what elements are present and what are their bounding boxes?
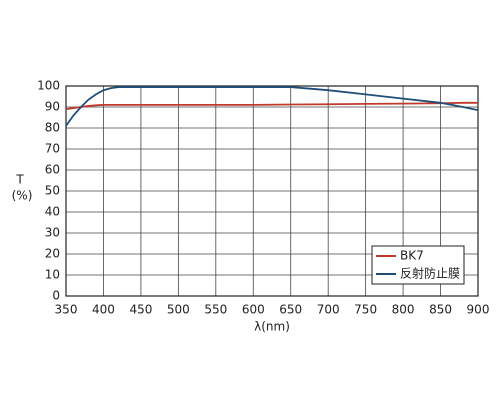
y-tick-label: 40 [45, 205, 60, 219]
x-tick-label: 800 [392, 303, 415, 317]
legend-label: BK7 [400, 249, 424, 263]
data-line [65, 101, 478, 110]
x-tick-label: 400 [92, 303, 115, 317]
legend-box [371, 245, 465, 285]
y-tick-label: 10 [45, 268, 60, 282]
y-tick-label: 60 [45, 163, 60, 177]
plot-border [65, 85, 479, 297]
y-tick-label: 90 [45, 100, 60, 114]
y-tick-label: 70 [45, 142, 60, 156]
y-tick-label: 30 [45, 226, 60, 240]
x-tick-label: 700 [317, 303, 340, 317]
y-tick-label: 50 [45, 184, 60, 198]
x-tick-label: 550 [204, 303, 227, 317]
x-axis-label: λ(nm) [254, 320, 290, 334]
x-tick-label: 350 [55, 303, 78, 317]
legend-label: 反射防止膜 [400, 266, 460, 281]
x-tick-label: 600 [242, 303, 265, 317]
x-tick-label: 500 [167, 303, 190, 317]
x-tick-label: 850 [429, 303, 452, 317]
x-tick-label: 750 [354, 303, 377, 317]
y-tick-label: 100 [37, 79, 60, 93]
x-tick-label: 650 [279, 303, 302, 317]
y-tick-label: 20 [45, 247, 60, 261]
y-axis-unit: (%) [12, 189, 33, 203]
y-axis-label: T [15, 173, 24, 187]
y-tick-label: 80 [45, 121, 60, 135]
x-tick-label: 450 [129, 303, 152, 317]
data-line [65, 86, 479, 127]
x-tick-label: 900 [467, 303, 490, 317]
y-tick-label: 0 [52, 289, 60, 303]
